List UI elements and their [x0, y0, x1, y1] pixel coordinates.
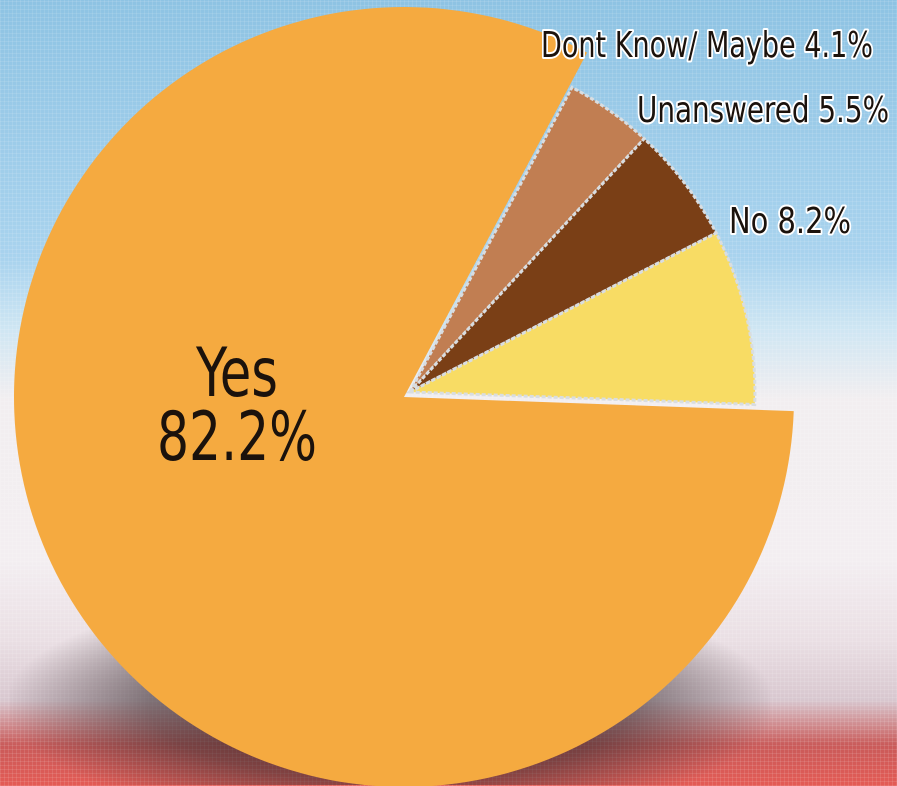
pie-slice-no: [404, 230, 757, 407]
slice-label-no: No 8.2%: [729, 201, 851, 242]
slice-label-yes-value: 82.2%: [157, 398, 317, 477]
slice-label-unanswered: Unanswered 5.5%: [637, 90, 889, 131]
pie-slices: [14, 7, 794, 786]
slice-label-dont-know: Dont Know/ Maybe 4.1%: [541, 25, 873, 66]
slice-label-yes-name: Yes: [195, 334, 278, 413]
pie-slice-yes: [14, 7, 794, 786]
